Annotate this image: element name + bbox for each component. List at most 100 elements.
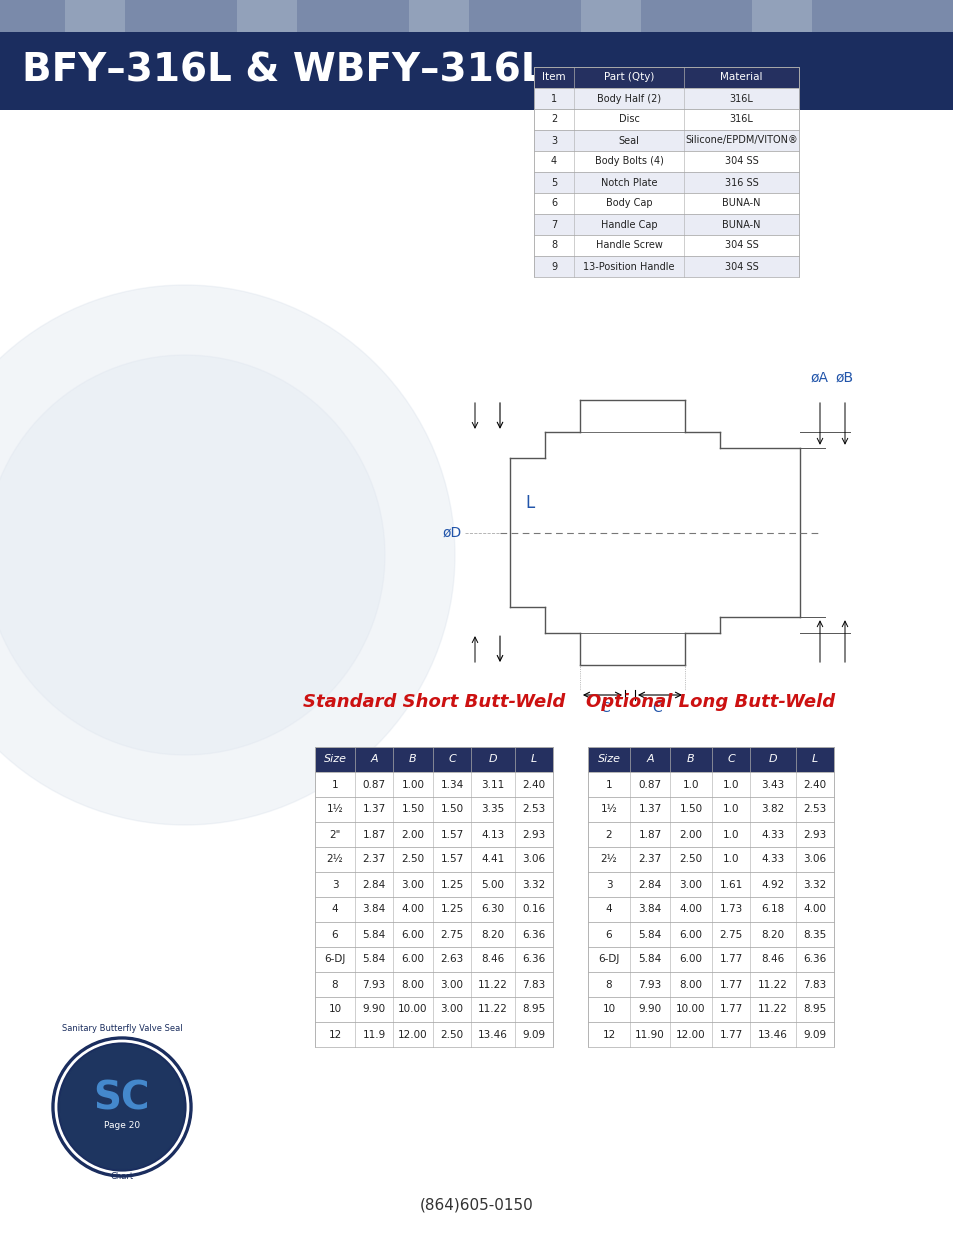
Bar	[237, 0, 296, 32]
Bar	[314, 772, 553, 797]
Text: 4.00: 4.00	[401, 904, 424, 914]
Text: 3.00: 3.00	[401, 879, 424, 889]
Text: 10: 10	[328, 1004, 341, 1014]
Text: 4: 4	[605, 904, 612, 914]
Text: 316L: 316L	[729, 94, 753, 104]
Bar	[587, 972, 833, 997]
Text: 3.00: 3.00	[440, 979, 463, 989]
Text: 3.35: 3.35	[481, 804, 504, 815]
Bar	[314, 847, 553, 872]
Bar	[587, 923, 833, 947]
Text: 1.50: 1.50	[440, 804, 463, 815]
Text: 3: 3	[551, 136, 557, 146]
Bar	[587, 872, 833, 897]
Text: 1.25: 1.25	[440, 879, 463, 889]
Text: 8: 8	[332, 979, 338, 989]
Bar	[587, 897, 833, 923]
Text: 3.06: 3.06	[522, 855, 545, 864]
Text: 316L: 316L	[729, 115, 753, 125]
Text: 13.46: 13.46	[477, 1030, 507, 1040]
Text: 1.73: 1.73	[719, 904, 741, 914]
Bar	[314, 872, 553, 897]
Text: 11.22: 11.22	[758, 1004, 787, 1014]
Text: 2.50: 2.50	[401, 855, 424, 864]
Text: 0.87: 0.87	[638, 779, 660, 789]
Text: 2½: 2½	[600, 855, 617, 864]
Text: 6.18: 6.18	[760, 904, 783, 914]
Text: øA: øA	[810, 370, 828, 385]
Text: 2.93: 2.93	[522, 830, 545, 840]
Bar	[314, 897, 553, 923]
Text: A: A	[645, 755, 653, 764]
Text: 2.75: 2.75	[719, 930, 741, 940]
Text: 1.0: 1.0	[682, 779, 699, 789]
Text: 2.84: 2.84	[362, 879, 385, 889]
Text: Material: Material	[720, 73, 762, 83]
Text: 1½: 1½	[600, 804, 617, 815]
Text: 10: 10	[601, 1004, 615, 1014]
Text: 2.63: 2.63	[440, 955, 463, 965]
Text: Page 20: Page 20	[104, 1120, 140, 1130]
Text: 1: 1	[332, 779, 338, 789]
Text: 6.00: 6.00	[679, 955, 701, 965]
Text: L: L	[811, 755, 818, 764]
Text: 3.00: 3.00	[679, 879, 701, 889]
Text: 2.37: 2.37	[638, 855, 661, 864]
Text: Size: Size	[597, 755, 619, 764]
Text: 1.77: 1.77	[719, 1030, 741, 1040]
Bar	[587, 797, 833, 823]
Text: Standard Short Butt-Weld: Standard Short Butt-Weld	[302, 693, 564, 711]
Text: 7.93: 7.93	[638, 979, 661, 989]
Bar	[534, 67, 799, 88]
Text: 4.41: 4.41	[481, 855, 504, 864]
Text: 6: 6	[551, 199, 557, 209]
Text: 2.37: 2.37	[362, 855, 385, 864]
Text: 5.84: 5.84	[362, 930, 385, 940]
Text: 5.84: 5.84	[638, 930, 661, 940]
Text: 2.00: 2.00	[401, 830, 424, 840]
Text: 1.00: 1.00	[401, 779, 424, 789]
Text: 12: 12	[328, 1030, 341, 1040]
Text: 12.00: 12.00	[397, 1030, 427, 1040]
Text: 8.20: 8.20	[481, 930, 504, 940]
Text: 1.0: 1.0	[722, 830, 739, 840]
Text: øB: øB	[835, 370, 853, 385]
Text: 6.00: 6.00	[401, 955, 424, 965]
Text: 3.00: 3.00	[440, 1004, 463, 1014]
Text: 3.84: 3.84	[362, 904, 385, 914]
Text: L: L	[525, 494, 534, 511]
Bar	[314, 947, 553, 972]
Bar	[314, 997, 553, 1023]
Text: 13.46: 13.46	[758, 1030, 787, 1040]
Text: 11.22: 11.22	[477, 1004, 507, 1014]
Bar	[534, 235, 799, 256]
Text: 1.57: 1.57	[440, 855, 463, 864]
Circle shape	[52, 1037, 192, 1177]
Bar	[534, 172, 799, 193]
Text: Seal: Seal	[618, 136, 639, 146]
Text: B: B	[686, 755, 694, 764]
Text: 1.50: 1.50	[401, 804, 424, 815]
Text: 2: 2	[605, 830, 612, 840]
Text: Sanitary Butterfly Valve Seal: Sanitary Butterfly Valve Seal	[62, 1024, 182, 1032]
Text: Optional Long Butt-Weld: Optional Long Butt-Weld	[586, 693, 835, 711]
Text: (864)605-0150: (864)605-0150	[419, 1198, 534, 1213]
Text: 1.37: 1.37	[638, 804, 661, 815]
Text: 304 SS: 304 SS	[724, 157, 758, 167]
Text: 5.84: 5.84	[638, 955, 661, 965]
Bar	[534, 130, 799, 151]
Text: 5.00: 5.00	[481, 879, 504, 889]
Text: Silicone/EPDM/VITON®: Silicone/EPDM/VITON®	[684, 136, 797, 146]
Bar	[534, 256, 799, 277]
Text: BUNA-N: BUNA-N	[721, 199, 760, 209]
Text: 7.83: 7.83	[522, 979, 545, 989]
Text: Size: Size	[323, 755, 346, 764]
Text: C: C	[599, 701, 609, 715]
Text: B: B	[409, 755, 416, 764]
Text: 4.33: 4.33	[760, 855, 783, 864]
Text: 2: 2	[550, 115, 557, 125]
Bar	[580, 0, 639, 32]
Text: 1.50: 1.50	[679, 804, 701, 815]
Text: Handle Cap: Handle Cap	[600, 220, 657, 230]
Text: 1.87: 1.87	[638, 830, 661, 840]
